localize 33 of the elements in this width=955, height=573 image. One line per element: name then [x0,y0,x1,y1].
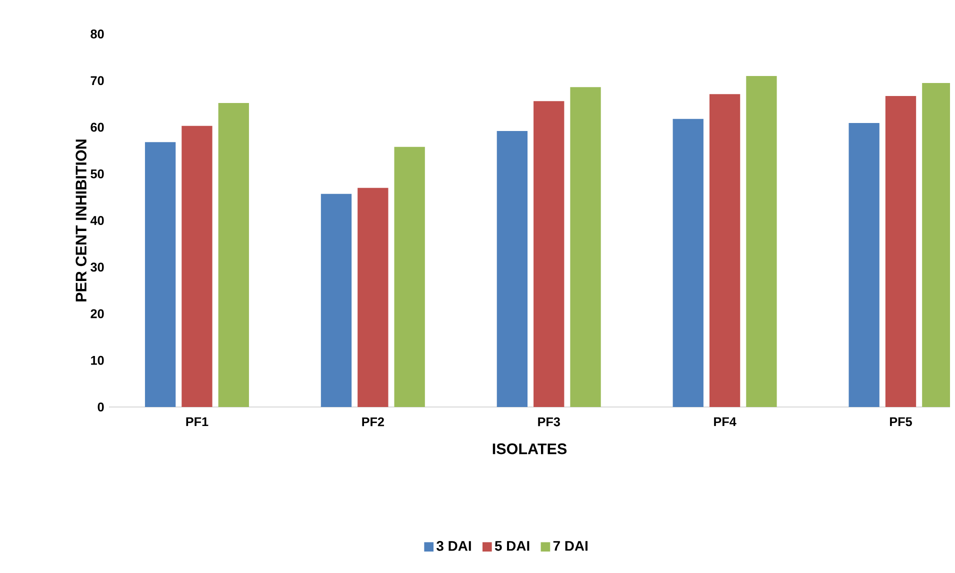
bar [534,101,564,407]
x-tick-label: PF4 [714,417,736,426]
y-tick-label: 20 [90,309,104,318]
bar [496,130,528,407]
y-tick-label: 70 [90,76,104,86]
y-tick-label: 30 [90,262,104,272]
x-tick-label: PF2 [362,417,384,426]
y-tick-label: 40 [90,216,104,225]
bar [885,96,916,407]
legend-label: 5 DAI [494,541,530,551]
bar [746,76,777,407]
x-tick-label: PF5 [890,417,912,426]
x-tick-label: PF3 [538,417,560,426]
bar [320,194,352,407]
y-tick-label: 60 [90,122,104,132]
legend-label: 3 DAI [436,541,471,551]
y-tick-label: 80 [90,30,104,38]
bar [144,142,176,407]
bar [570,87,601,407]
legend-label: 7 DAI [553,541,588,551]
bar [709,94,740,407]
y-tick-label: 50 [90,169,104,178]
y-axis-title: PER CENT INHIBITION [76,140,86,302]
bar [394,146,425,407]
bar [358,188,388,407]
bar [218,103,249,407]
x-axis-title: ISOLATES [492,443,567,454]
y-tick-label: 10 [91,356,104,365]
bar [182,126,212,407]
bar [672,118,704,407]
bar [848,123,880,407]
y-tick-label: 0 [98,402,104,412]
x-tick-label: PF1 [186,417,208,426]
